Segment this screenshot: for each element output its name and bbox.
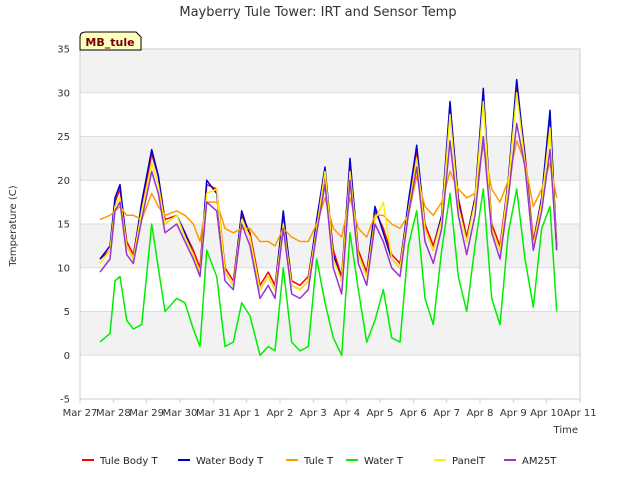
series-lines [99,78,558,357]
plot-band [80,311,580,356]
x-tick-label: Mar 27 [63,408,98,419]
x-tick-label: Apr 9 [500,408,527,419]
y-tick-label: 15 [57,220,70,231]
y-tick-label: 10 [57,263,70,274]
x-axis-title: Time [553,425,578,436]
y-tick-label: 35 [57,45,70,56]
legend-label: Tule T [303,456,334,467]
legend-label: AM25T [522,456,557,467]
chart-title: Mayberry Tule Tower: IRT and Sensor Temp [179,5,456,20]
x-tick-label: Apr 11 [563,408,596,419]
y-axis-ticks: -5 0 5 10 15 20 25 30 35 [57,45,70,406]
legend: Tule Body T Water Body T Tule T Water T Pane… [82,456,557,467]
legend-label: Water T [364,456,404,467]
x-tick-label: Apr 5 [367,408,394,419]
annotation-label: MB_tule [85,36,134,49]
legend-label: PanelT [452,456,486,467]
y-axis-title: Temperature (C) [8,185,19,267]
x-tick-label: Apr 6 [400,408,427,419]
series-line-4 [99,92,558,291]
annotation-shape [79,31,142,51]
x-tick-label: Mar 28 [96,408,131,419]
x-tick-label: Apr 8 [467,408,494,419]
x-tick-label: Apr 2 [267,408,294,419]
x-tick-label: Apr 4 [333,408,360,419]
y-tick-label: 0 [64,351,70,362]
plot-band [80,136,580,181]
x-tick-label: Mar 31 [196,408,231,419]
legend-label: Water Body T [196,456,264,467]
x-tick-label: Apr 3 [300,408,327,419]
plot-band [80,49,580,93]
y-tick-label: 5 [64,307,70,318]
y-tick-label: 30 [57,88,70,99]
y-tick-label: -5 [60,395,70,406]
x-tick-label: Mar 29 [129,408,164,419]
y-tick-label: 20 [57,176,70,187]
plot-frame [79,48,581,400]
y-tick-label: 25 [57,132,70,143]
x-tick-label: Apr 10 [530,408,563,419]
annotation-box: MB_tule [79,31,142,51]
legend-label: Tule Body T [99,456,158,467]
x-tick-label: Apr 7 [433,408,460,419]
x-tick-label: Mar 30 [163,408,198,419]
x-tick-label: Apr 1 [233,408,260,419]
series-line-5 [99,122,558,300]
series-line-3 [99,188,558,357]
